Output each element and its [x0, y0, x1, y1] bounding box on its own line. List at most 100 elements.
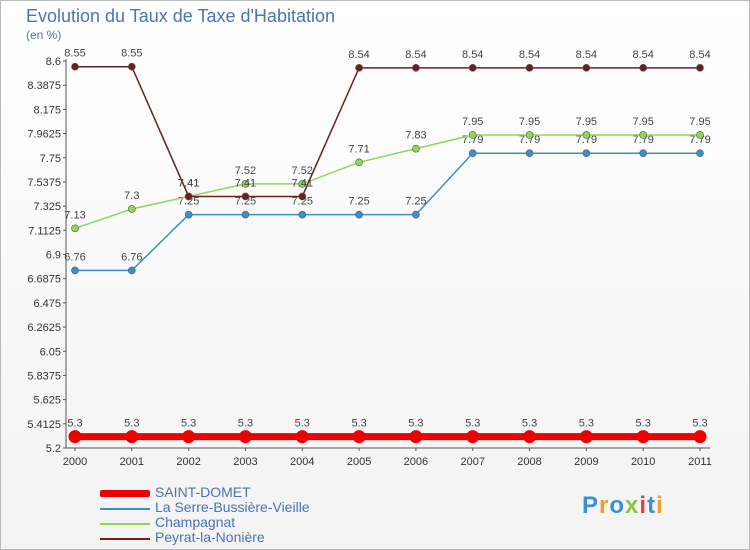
data-label: 7.52 — [235, 165, 256, 177]
data-label: 5.3 — [579, 418, 594, 430]
y-tick-label: 5.625 — [33, 395, 61, 407]
data-point — [128, 205, 136, 213]
data-point — [128, 266, 136, 275]
data-point — [582, 131, 591, 139]
x-tick-label: 2010 — [631, 456, 655, 468]
data-point — [352, 430, 366, 444]
data-label: 5.3 — [181, 418, 196, 430]
data-point — [355, 64, 363, 72]
data-point — [525, 149, 534, 157]
x-tick-label: 2009 — [574, 456, 598, 468]
x-tick-label: 2008 — [517, 456, 541, 468]
y-tick-label: 5.2 — [46, 443, 61, 455]
data-label: 5.3 — [351, 418, 366, 430]
logo-letter: t — [647, 492, 657, 519]
data-point — [523, 430, 537, 444]
data-point — [238, 430, 252, 444]
x-tick-label: 2011 — [688, 456, 712, 468]
y-tick-label: 7.75 — [40, 153, 61, 165]
x-tick-label: 2002 — [176, 456, 200, 468]
legend-label-champagnat: Champagnat — [155, 514, 236, 530]
logo-letter: i — [639, 492, 648, 519]
data-label: 7.25 — [178, 196, 199, 208]
data-label: 8.54 — [632, 49, 653, 61]
y-tick-label: 7.325 — [33, 201, 61, 213]
y-tick-label: 7.9625 — [27, 129, 61, 141]
data-label: 7.79 — [519, 134, 540, 146]
chart-title: Evolution du Taux de Taxe d'Habitation — [26, 6, 335, 26]
data-label: 7.79 — [689, 134, 710, 146]
x-tick-label: 2000 — [63, 456, 87, 468]
y-tick-label: 8.3875 — [27, 80, 61, 92]
data-point — [125, 430, 139, 444]
data-point — [412, 144, 420, 153]
data-label: 7.79 — [462, 134, 483, 146]
logo-letter: P — [582, 492, 600, 519]
series-3: 8.55 8.55 7.41 7.41 7.41 8.54 8.54 8.54 8.54 8.54… — [64, 48, 711, 201]
legend-label-la-serre: La Serre-Bussière-Vieille — [155, 499, 310, 515]
data-point — [355, 210, 363, 219]
data-point — [639, 64, 647, 72]
data-point — [466, 430, 480, 444]
data-point — [298, 210, 307, 219]
data-point — [696, 64, 704, 72]
data-point — [241, 180, 250, 188]
y-tick-label: 7.1125 — [28, 225, 61, 237]
data-point — [71, 62, 79, 71]
y-tick-label: 6.05 — [40, 346, 61, 358]
data-point — [525, 131, 534, 139]
data-label: 7.13 — [64, 209, 85, 221]
data-label: 8.54 — [576, 49, 597, 61]
x-tick-label: 2001 — [120, 456, 144, 468]
data-label: 5.3 — [124, 418, 139, 430]
series-2: 7.137.37.417.52 7.527.717.837.95 7.95 7.95 7… — [64, 116, 711, 233]
x-tick-label: 2003 — [233, 456, 257, 468]
data-point — [525, 64, 534, 72]
data-point — [295, 430, 309, 444]
data-point — [241, 210, 250, 219]
data-label: 5.3 — [465, 418, 480, 430]
legend-swatch-champagnat — [100, 523, 150, 525]
y-tick-label: 5.4125 — [27, 419, 61, 431]
data-label: 8.54 — [462, 49, 483, 61]
series-1: 6.76 6.76 7.25 7.25 7.25 7.25 7.25 7.79 7.79 7.79… — [64, 134, 711, 275]
legend-label-saint-domet: SAINT-DOMET — [155, 484, 251, 500]
data-label: 7.41 — [235, 177, 256, 189]
data-label: 7.79 — [632, 134, 653, 146]
y-tick-label: 6.6875 — [27, 274, 61, 286]
data-label: 7.95 — [576, 116, 597, 128]
logo-letter: r — [599, 492, 610, 519]
data-label: 5.3 — [522, 418, 537, 430]
data-point — [298, 180, 307, 188]
x-tick-label: 2007 — [460, 456, 484, 468]
data-point — [579, 430, 593, 444]
data-point — [71, 224, 79, 233]
legend-label-peyrat: Peyrat-la-Nonière — [155, 529, 265, 545]
data-point — [71, 266, 79, 275]
data-label: 8.54 — [348, 49, 369, 61]
data-label: 7.95 — [462, 116, 483, 128]
data-label: 8.54 — [519, 49, 540, 61]
data-point — [184, 210, 193, 219]
data-point — [696, 149, 704, 157]
series-line — [74, 65, 701, 198]
data-label: 7.79 — [576, 134, 597, 146]
data-point — [241, 192, 250, 201]
y-tick-label: 8.175 — [33, 104, 61, 116]
legend-swatch-la-serre — [100, 508, 150, 510]
data-point — [128, 62, 136, 71]
data-point — [693, 430, 707, 444]
data-point — [636, 430, 650, 444]
data-point — [468, 149, 477, 157]
y-tick-label: 8.6 — [46, 56, 61, 68]
data-point — [639, 131, 647, 139]
data-label: 7.95 — [632, 116, 653, 128]
logo-letter: i — [656, 492, 664, 519]
data-label: 7.3 — [124, 190, 139, 202]
y-tick-label: 6.9 — [46, 250, 61, 262]
logo-letter: x — [625, 492, 640, 519]
y-axis-unit: (en %) — [26, 28, 62, 42]
data-label: 7.25 — [292, 196, 313, 208]
data-label: 5.3 — [67, 418, 82, 430]
